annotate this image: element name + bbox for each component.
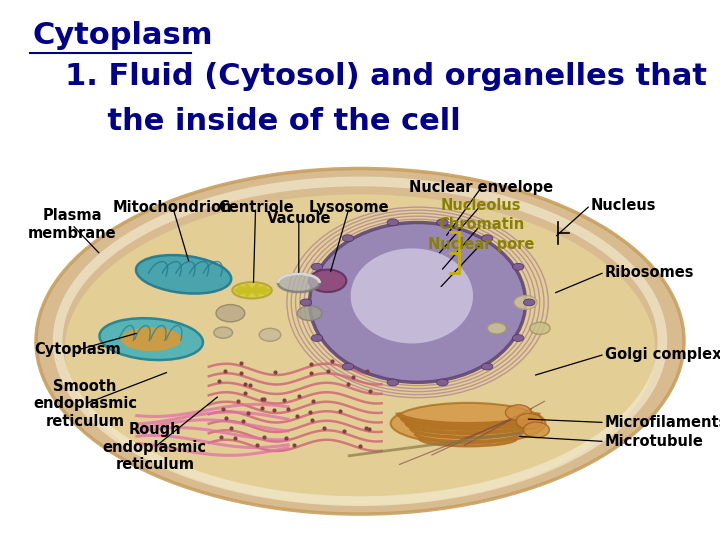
Circle shape xyxy=(342,363,354,370)
Ellipse shape xyxy=(65,194,655,505)
Text: Centriole: Centriole xyxy=(217,200,294,215)
Circle shape xyxy=(514,295,537,309)
Circle shape xyxy=(311,264,323,270)
Text: Rough
endoplasmic
reticulum: Rough endoplasmic reticulum xyxy=(103,422,207,472)
Text: Vacuole: Vacuole xyxy=(266,211,331,226)
Circle shape xyxy=(530,322,550,334)
Text: Nuclear envelope: Nuclear envelope xyxy=(409,180,553,195)
Text: Microtubule: Microtubule xyxy=(605,434,703,449)
Ellipse shape xyxy=(36,168,684,514)
Circle shape xyxy=(487,323,506,334)
Circle shape xyxy=(523,422,549,437)
Circle shape xyxy=(482,235,493,242)
Ellipse shape xyxy=(391,403,546,444)
Circle shape xyxy=(523,299,535,306)
Ellipse shape xyxy=(232,282,271,299)
Text: Mitochondrion: Mitochondrion xyxy=(113,200,233,215)
Circle shape xyxy=(259,328,281,341)
Circle shape xyxy=(342,235,354,242)
Ellipse shape xyxy=(136,255,231,294)
Text: the inside of the cell: the inside of the cell xyxy=(65,107,461,136)
Circle shape xyxy=(513,335,524,341)
Text: Nucleolus: Nucleolus xyxy=(441,198,521,213)
Text: Golgi complex: Golgi complex xyxy=(605,347,720,362)
Text: Lysosome: Lysosome xyxy=(309,200,390,215)
Circle shape xyxy=(216,305,245,322)
Text: Smooth
endoplasmic
reticulum: Smooth endoplasmic reticulum xyxy=(33,379,137,429)
Ellipse shape xyxy=(351,248,473,343)
Text: Ribosomes: Ribosomes xyxy=(605,265,694,280)
Text: Plasma
membrane: Plasma membrane xyxy=(27,208,117,241)
Circle shape xyxy=(311,335,323,341)
Circle shape xyxy=(482,363,493,370)
Circle shape xyxy=(297,306,322,321)
Circle shape xyxy=(513,264,524,270)
Text: Chromatin: Chromatin xyxy=(438,217,524,232)
Text: 1. Fluid (Cytosol) and organelles that make up: 1. Fluid (Cytosol) and organelles that m… xyxy=(65,62,720,91)
Circle shape xyxy=(505,405,531,420)
Ellipse shape xyxy=(310,222,526,382)
Ellipse shape xyxy=(99,318,203,360)
Circle shape xyxy=(436,379,448,386)
Text: Nuclear pore: Nuclear pore xyxy=(428,237,534,252)
Circle shape xyxy=(436,219,448,226)
Circle shape xyxy=(309,269,346,292)
Circle shape xyxy=(516,414,542,429)
Circle shape xyxy=(387,379,399,386)
Text: Cytoplasm: Cytoplasm xyxy=(32,22,213,50)
Text: Nucleus: Nucleus xyxy=(590,198,656,213)
Circle shape xyxy=(387,219,399,226)
Circle shape xyxy=(214,327,233,338)
Text: Microfilaments: Microfilaments xyxy=(605,415,720,430)
Ellipse shape xyxy=(278,274,320,292)
Circle shape xyxy=(300,299,312,306)
Ellipse shape xyxy=(121,327,181,351)
Text: Cytoplasm: Cytoplasm xyxy=(35,342,121,357)
